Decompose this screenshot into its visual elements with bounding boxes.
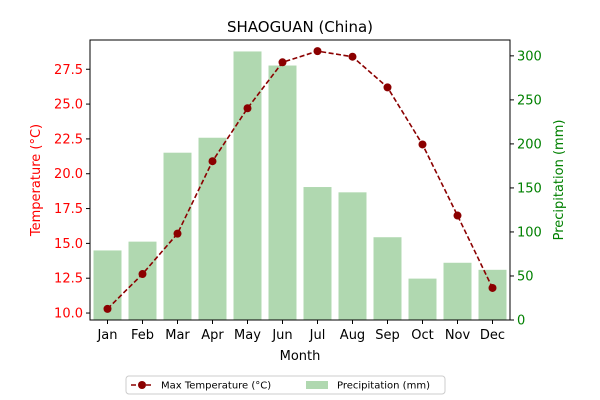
temperature-point-nov xyxy=(453,211,462,220)
x-tick-label-apr: Apr xyxy=(201,328,224,343)
precipitation-bar-dec xyxy=(478,269,507,320)
x-tick-label-aug: Aug xyxy=(340,328,365,343)
y-axis-right: 0 50 100 150 200 250 300 xyxy=(510,49,542,329)
temperature-point-jun xyxy=(278,58,287,67)
temperature-point-apr xyxy=(208,157,217,166)
temperature-line xyxy=(106,50,494,310)
x-tick-label-nov: Nov xyxy=(445,328,471,343)
precipitation-bar-aug xyxy=(338,192,367,320)
x-tick-label-jun: Jun xyxy=(271,328,292,343)
y-right-tick-label-200: 200 xyxy=(517,137,542,152)
y-right-tick-label-250: 250 xyxy=(517,93,542,108)
legend-frame xyxy=(125,375,446,395)
y-left-tick-label-12.5: 12.5 xyxy=(54,272,83,287)
temperature-point-may xyxy=(243,104,252,113)
precipitation-bar-nov xyxy=(443,262,472,320)
x-tick-label-oct: Oct xyxy=(411,328,433,343)
y-left-tick-label-17.5: 17.5 xyxy=(54,202,83,217)
legend-temperature-label: Max Temperature (°C) xyxy=(161,381,271,392)
y-right-tick-label-300: 300 xyxy=(517,49,542,64)
precipitation-bar-feb xyxy=(128,241,157,320)
y-left-tick-label-10.0: 10.0 xyxy=(54,307,83,322)
y-left-tick-label-22.5: 22.5 xyxy=(54,132,83,147)
precipitation-bar-may xyxy=(233,51,262,320)
chart-title: SHAOGUAN (China) xyxy=(227,18,373,36)
y-right-tick-label-150: 150 xyxy=(517,181,542,196)
legend: Max Temperature (°C) Precipitation (mm) xyxy=(125,375,446,395)
y-left-tick-label-15.0: 15.0 xyxy=(54,237,83,252)
temperature-point-aug xyxy=(348,52,357,61)
temperature-point-oct xyxy=(418,140,427,149)
x-tick-label-sep: Sep xyxy=(375,328,400,343)
temperature-point-mar xyxy=(173,229,182,238)
y-axis-left-title: Temperature (°C) xyxy=(29,124,44,237)
x-axis: Jan Feb Mar Apr May Jun Jul Aug Sep Oct Nov Dec xyxy=(96,320,505,343)
x-tick-label-dec: Dec xyxy=(480,328,505,343)
x-axis-title: Month xyxy=(280,349,321,364)
y-axis-right-title: Precipitation (mm) xyxy=(552,120,567,241)
precipitation-bar-sep xyxy=(373,237,402,320)
precipitation-bar-jun xyxy=(268,65,297,320)
x-tick-label-mar: Mar xyxy=(165,328,190,343)
precipitation-bar-jul xyxy=(303,187,332,320)
temperature-point-jul xyxy=(313,47,322,56)
x-tick-label-jan: Jan xyxy=(96,328,117,343)
y-axis-left: 10.0 12.5 15.0 17.5 20.0 22.5 25.0 27.5 xyxy=(54,63,90,322)
precipitation-bar-apr xyxy=(198,137,227,320)
temperature-point-jan xyxy=(103,304,112,313)
x-tick-label-jul: Jul xyxy=(309,328,326,343)
y-right-tick-label-0: 0 xyxy=(517,314,525,329)
legend-precipitation-swatch xyxy=(306,381,328,389)
x-tick-label-may: May xyxy=(234,328,261,343)
y-left-tick-label-25.0: 25.0 xyxy=(54,98,83,113)
x-tick-label-feb: Feb xyxy=(131,328,154,343)
temperature-line-layer xyxy=(103,47,497,313)
precipitation-bars xyxy=(93,51,507,320)
temperature-point-dec xyxy=(488,283,497,292)
y-right-tick-label-50: 50 xyxy=(517,269,534,284)
y-left-tick-label-27.5: 27.5 xyxy=(54,63,83,78)
temperature-point-feb xyxy=(138,270,147,279)
precipitation-bar-oct xyxy=(408,278,437,320)
plot-frame xyxy=(89,39,511,321)
y-right-tick-label-100: 100 xyxy=(517,225,542,240)
legend-precipitation-label: Precipitation (mm) xyxy=(337,381,430,392)
temperature-point-sep xyxy=(383,83,392,92)
y-left-tick-label-20.0: 20.0 xyxy=(54,167,83,182)
legend-temperature-marker xyxy=(138,381,146,389)
